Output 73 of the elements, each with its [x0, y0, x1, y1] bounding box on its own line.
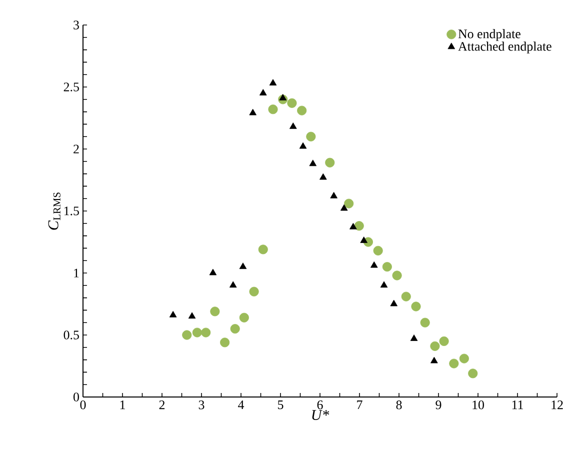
point [320, 173, 327, 180]
point [289, 122, 297, 129]
point [287, 98, 297, 108]
point [306, 132, 316, 142]
point [169, 310, 177, 318]
point [182, 330, 192, 340]
point [449, 358, 459, 368]
point [330, 192, 338, 198]
point [220, 338, 230, 348]
x-tick-label: 12 [552, 400, 563, 410]
x-tick-label: 5 [278, 400, 284, 410]
point [354, 221, 364, 231]
y-tick-label: 0 [74, 392, 79, 402]
point [439, 336, 449, 346]
point [340, 204, 348, 211]
x-tick-label: 7 [357, 400, 362, 409]
point [411, 302, 421, 312]
x-tick-label: 3 [198, 400, 204, 410]
point [268, 104, 278, 114]
y-tick-label: 2 [74, 144, 79, 154]
point [350, 222, 357, 230]
x-tick-label: 6 [317, 400, 323, 410]
x-axis-title: U* [312, 410, 330, 420]
point [259, 89, 267, 96]
y-tick-label: 3 [74, 20, 79, 30]
point [344, 198, 354, 208]
point [382, 262, 392, 272]
point [230, 324, 240, 334]
point [420, 318, 430, 328]
point [370, 261, 378, 268]
point [468, 368, 478, 378]
point [390, 300, 398, 306]
point [249, 286, 259, 296]
x-tick-label: 0 [80, 400, 86, 410]
point [309, 160, 317, 166]
point [459, 354, 469, 364]
point [401, 292, 411, 302]
point [192, 328, 202, 338]
y-tick-label: 1.5 [64, 206, 79, 216]
point [209, 268, 217, 276]
point [373, 246, 383, 256]
x-tick-label: 9 [436, 400, 442, 410]
x-tick-label: 1 [120, 400, 125, 410]
point [239, 262, 247, 269]
point [188, 312, 196, 319]
point [269, 79, 277, 86]
point [210, 306, 220, 316]
point [229, 281, 237, 288]
point [430, 356, 438, 364]
x-tick-label: 10 [472, 400, 484, 410]
y-axis-title: C$_{LRMS}$ [48, 192, 60, 230]
legend-label: No endplate [458, 29, 520, 41]
point [430, 341, 440, 351]
y-tick-label: 1 [74, 268, 79, 278]
point [392, 270, 402, 280]
x-tick-label: 4 [238, 400, 244, 410]
point [325, 158, 335, 168]
point [360, 236, 368, 243]
y-tick-label: 0.5 [64, 330, 79, 340]
x-tick-label: 2 [159, 400, 165, 410]
x-tick-label: 8 [396, 400, 402, 410]
point [297, 106, 307, 116]
x-tick-label: 11 [512, 400, 523, 410]
y-tick-label: 2.5 [64, 82, 79, 92]
point [239, 312, 249, 322]
legend-label: Attached endplate [458, 42, 552, 54]
point [201, 328, 211, 338]
point [299, 142, 307, 149]
point [410, 334, 418, 341]
point [258, 244, 268, 254]
point [249, 108, 256, 116]
point [380, 281, 388, 288]
point [279, 94, 287, 100]
